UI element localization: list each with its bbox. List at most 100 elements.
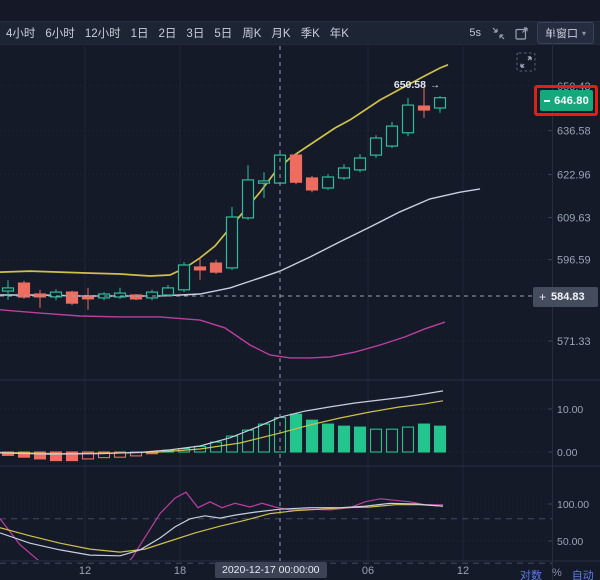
candle-body bbox=[417, 105, 431, 111]
macd-hist-bar bbox=[49, 451, 63, 462]
timeframe-list: 4小时 6小时 12小时 1日 2日 3日 5日 周K 月K 季K 年K bbox=[6, 25, 349, 41]
axis-tick-label: 12 bbox=[457, 565, 469, 577]
macd-hist-bar bbox=[337, 425, 351, 453]
axis-tick-label: 10.00 bbox=[557, 404, 583, 416]
log-scale-toggle[interactable]: 对数 bbox=[520, 570, 542, 580]
macd-dif-line bbox=[0, 390, 444, 455]
candle-body bbox=[225, 216, 239, 269]
kdj-d-line bbox=[0, 504, 444, 553]
collapse-arrows-icon[interactable] bbox=[491, 26, 506, 41]
arrow-right-icon: → bbox=[430, 79, 440, 91]
boll-mid-line bbox=[0, 188, 481, 297]
auto-scale-toggle[interactable]: 自动 bbox=[571, 570, 594, 580]
macd-hist-bar bbox=[385, 428, 399, 453]
timeframe-item[interactable]: 1日 bbox=[130, 28, 149, 40]
boll-upper-line bbox=[0, 64, 449, 277]
candle-body bbox=[49, 291, 63, 298]
candle-body bbox=[353, 157, 367, 171]
axis-tick-label: 622.96 bbox=[557, 170, 591, 182]
candle-body bbox=[433, 97, 447, 109]
kdj-j-line bbox=[0, 491, 443, 560]
macd-hist-bar bbox=[33, 451, 47, 460]
axis-tick-label: 596.59 bbox=[557, 255, 591, 267]
popout-window-icon[interactable] bbox=[514, 26, 529, 41]
chart-toolbar: 4小时 6小时 12小时 1日 2日 3日 5日 周K 月K 季K 年K 5s 单窗口 bbox=[0, 21, 600, 45]
axis-tick-label: 100.00 bbox=[557, 499, 589, 511]
timeframe-item[interactable]: 6小时 bbox=[45, 28, 75, 40]
macd-hist-bar bbox=[289, 413, 303, 453]
macd-hist-bar bbox=[401, 426, 415, 453]
timeframe-item[interactable]: 年K bbox=[329, 28, 349, 40]
candle-body bbox=[241, 179, 255, 219]
macd-hist-bar bbox=[17, 451, 31, 458]
candle-body bbox=[289, 154, 303, 183]
boll-lower-line bbox=[0, 309, 446, 359]
top-strip bbox=[0, 0, 600, 21]
macd-hist-bar bbox=[417, 423, 431, 453]
timeframe-item[interactable]: 周K bbox=[242, 28, 262, 40]
red-annotation-box bbox=[534, 85, 598, 116]
candle-body bbox=[385, 125, 399, 147]
window-mode-label: 单窗口 bbox=[544, 28, 578, 40]
timeframe-item[interactable]: 5日 bbox=[214, 28, 233, 40]
macd-hist-bar bbox=[369, 428, 383, 453]
axis-tick-label: 636.58 bbox=[557, 126, 591, 138]
axis-tick-label: 0.00 bbox=[557, 447, 578, 459]
window-mode-button[interactable]: 单窗口 ▾ bbox=[536, 22, 594, 44]
candle-body bbox=[209, 262, 223, 273]
crosshair-date-tag: 2020-12-17 00:00:00 bbox=[215, 562, 327, 578]
candle-body bbox=[161, 287, 175, 296]
candle-body bbox=[401, 104, 415, 134]
crosshair-price-value: 584.83 bbox=[551, 291, 585, 303]
macd-hist-bar bbox=[81, 451, 95, 460]
candle-body bbox=[81, 296, 95, 300]
macd-hist-bar bbox=[433, 425, 447, 453]
timeframe-item[interactable]: 季K bbox=[300, 28, 320, 40]
axis-tick-label: 06 bbox=[362, 565, 374, 577]
candle-body bbox=[129, 294, 143, 300]
candle-body bbox=[113, 292, 127, 298]
macd-hist-bar bbox=[97, 451, 111, 459]
candle-body bbox=[145, 291, 159, 299]
axis-tick-label: 571.33 bbox=[557, 336, 591, 348]
timeframe-item[interactable]: 2日 bbox=[158, 28, 177, 40]
candle-body bbox=[33, 293, 47, 298]
macd-hist-bar bbox=[353, 426, 367, 453]
candle-body bbox=[17, 282, 31, 298]
scale-controls: 对数 % 自动 bbox=[520, 567, 594, 580]
candle-body bbox=[337, 167, 351, 179]
fullscreen-icon[interactable] bbox=[513, 49, 539, 75]
candle-body bbox=[65, 291, 79, 304]
kdj-k-line bbox=[0, 502, 444, 557]
macd-hist-bar bbox=[305, 419, 319, 453]
candle-body bbox=[177, 264, 191, 291]
timeframe-item[interactable]: 4小时 bbox=[6, 28, 36, 40]
macd-hist-bar bbox=[113, 451, 127, 458]
axis-tick-label: 609.63 bbox=[557, 213, 591, 225]
axis-tick-label: 18 bbox=[174, 565, 186, 577]
chevron-down-icon: ▾ bbox=[581, 28, 586, 38]
timeframe-item[interactable]: 月K bbox=[271, 28, 291, 40]
candle-body bbox=[1, 287, 15, 292]
last-price-value: 646.80 bbox=[554, 94, 589, 107]
candle-body bbox=[321, 176, 335, 189]
last-price-tag: 646.80 bbox=[540, 90, 593, 111]
timeframe-item[interactable]: 12小时 bbox=[84, 28, 121, 40]
axis-tick-label: 12 bbox=[79, 565, 91, 577]
macd-hist-bar bbox=[321, 423, 335, 453]
timeframe-item[interactable]: 3日 bbox=[186, 28, 205, 40]
candle-body bbox=[369, 137, 383, 156]
macd-hist-bar bbox=[65, 451, 79, 462]
crosshair-price-tag: + 584.83 bbox=[533, 287, 598, 307]
axis-tick-label: 50.00 bbox=[557, 536, 583, 548]
plus-icon: + bbox=[539, 290, 547, 304]
high-price-annotation: 650.58 → bbox=[352, 79, 440, 91]
price-dash-icon bbox=[544, 99, 551, 102]
interval-countdown-label: 5s bbox=[469, 27, 481, 39]
percent-scale-toggle[interactable]: % bbox=[552, 567, 562, 579]
candle-body bbox=[193, 266, 207, 271]
high-price-label: 650.58 bbox=[393, 79, 426, 91]
candle-body bbox=[305, 177, 319, 191]
